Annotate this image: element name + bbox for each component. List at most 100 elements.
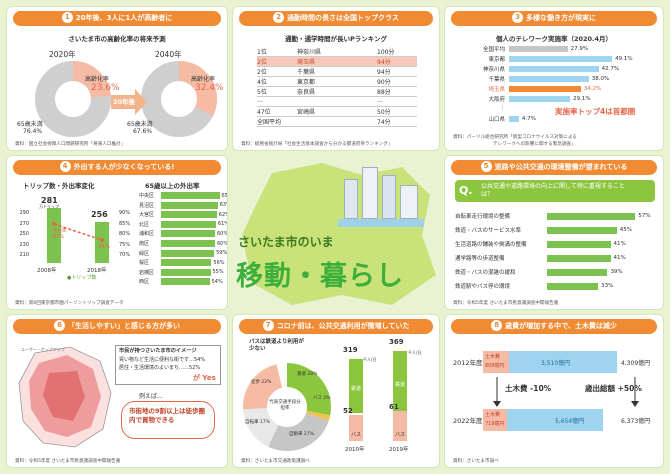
- bar: [161, 240, 215, 247]
- panel-header: 5 道路や公共交通の環境整備が望まれている: [451, 160, 657, 175]
- rate-line: [52, 222, 104, 242]
- bar-value: 5,654億円: [555, 418, 585, 425]
- list-item: 鉄道駅やバス停の環境 33%: [455, 282, 614, 290]
- panel-subtitle: さいたま市の高齢化率の将来予測: [68, 35, 166, 43]
- image-line: 買い物など生活に便利な街です…54%: [119, 357, 206, 363]
- list-item: 浦和区 60%: [139, 230, 228, 238]
- bar-value: 3,510億円: [541, 360, 571, 367]
- total-value: 6,373億円: [621, 418, 651, 425]
- x-label: 2008年: [37, 268, 57, 274]
- panel-telework: 3 多様な働き方が現実に 個人のテレワーク実施率（2020.4月） 全国平均 27.…: [444, 6, 664, 151]
- donut-2040: [141, 61, 217, 137]
- list-item: 鉄道・バスのサービス水準 45%: [455, 226, 632, 234]
- source-note: 資料：パーソル総合研究所「新型コロナウイルス対策による: [453, 135, 577, 140]
- callout: 実施率トップ4は首都圏: [555, 107, 636, 116]
- table-row: 47位 宮崎県 50分: [257, 107, 417, 117]
- civil-change: 土木費 -10%: [505, 384, 552, 393]
- aging-value: 23.632.4%: [195, 83, 224, 93]
- bar: [509, 56, 613, 62]
- chart-title: 65歳以上の外出率: [145, 182, 200, 190]
- bar: [161, 211, 217, 219]
- panel-header: 7 コロナ前は、公共交通利用が微増していた: [239, 319, 433, 334]
- aging-label: 高齢化率: [85, 76, 110, 83]
- bar-rail-2010: [349, 359, 363, 413]
- panel-header: 4 外出する人が少なくなっている!: [13, 160, 221, 175]
- modal-share-donut: [243, 363, 331, 451]
- ranking-table: 1位 神奈川県 100分 2位 埼玉県 94分 2位 千葉県 94分 4位 東京都 90分 5位…: [257, 47, 417, 127]
- bar-label: バス: [395, 432, 406, 438]
- source-note: 資料：令和5年度 さいたま市民意識調査中間報告書: [453, 301, 559, 306]
- source-note: 資料：総務省統計局「社会生活基本調査から分かる都道府県ランキング」: [241, 142, 393, 147]
- year-label: 2020年: [49, 50, 76, 59]
- table-row: 全国平均 74分: [257, 117, 417, 127]
- source-note: テレワークへの影響に関する緊急調査」: [493, 142, 576, 147]
- list-item: 桜区 56%: [139, 259, 225, 267]
- slice-label: 自転車 17%: [245, 420, 270, 425]
- panel-header: 2 通勤時間の長さは全国トップクラス: [239, 11, 433, 26]
- total-value: 4,309億円: [621, 360, 651, 367]
- bar: [547, 268, 608, 276]
- arrow-right-icon: [111, 89, 147, 115]
- question-text: 公共交通や道路環境の向上に関して特に重視することは？: [481, 183, 625, 198]
- bar: [161, 278, 210, 286]
- list-item: ⋮: [499, 105, 506, 111]
- panel-livability: 6 「生活しやすい」と感じる方が多い ユーザー・ポップアップ 市民が持つさいたま市…: [6, 314, 228, 468]
- slice-label: 自動車 27%: [289, 432, 314, 437]
- list-item: 全国平均 27.9%: [482, 46, 589, 53]
- total-change: 歳出総額 +50%: [585, 384, 642, 393]
- panel-road-survey: 5 道路や公共交通の環境整備が望まれている Q. 公共交通や道路環境の向上に関して…: [444, 155, 664, 310]
- panel-public-transport: 7 コロナ前は、公共交通利用が微増していた バスは鉄道より利用が少ない 代表交通手…: [232, 314, 440, 468]
- bar: [547, 226, 617, 234]
- panel-header: 8 歳費が増加する中で、土木費は減少: [451, 319, 657, 334]
- value-2008: 281: [41, 196, 58, 205]
- bar: [547, 240, 611, 248]
- rate-label: 外出率: [53, 229, 67, 234]
- center-title: 移動・暮らし: [236, 261, 404, 292]
- bar-label: 土木費: [485, 354, 501, 360]
- panel-header: 3 多様な働き方が現実に: [451, 11, 657, 26]
- x-label: 2018年: [87, 268, 107, 274]
- arrows-icon: [493, 377, 639, 407]
- unit-label: 千人/日: [408, 350, 422, 355]
- table-row: ……: [257, 97, 417, 107]
- bar-2018: [95, 222, 109, 263]
- under-value: 67.6%: [133, 128, 153, 135]
- year-label: 2022年度: [453, 417, 483, 425]
- bar-value: 808億円: [485, 363, 505, 369]
- source-note: 資料：令和5年度 さいたま市民意識調査中間報告書: [15, 459, 121, 464]
- question-box: [455, 180, 655, 202]
- table-row: 2位 千葉県 94分: [257, 67, 417, 77]
- source-note: 資料：国立社会保障人口問題研究所「将来人口推計」: [15, 142, 126, 147]
- bar-label: 土木費: [485, 412, 501, 418]
- list-item: 西区 54%: [139, 278, 223, 286]
- bar-other-2012: [509, 351, 617, 373]
- donut-2020: [35, 61, 111, 137]
- under-value: 76.4%: [23, 128, 43, 135]
- bar: [509, 46, 568, 52]
- bar-bus-2019: [393, 411, 407, 441]
- list-item: 北区 61%: [139, 220, 228, 228]
- bar-label: バス: [351, 432, 362, 438]
- list-item: 神奈川県 42.7%: [482, 66, 620, 73]
- chart-legend: ●トリップ数: [67, 275, 97, 281]
- bar: [161, 268, 211, 276]
- bar: [161, 201, 218, 209]
- year-label: 2040年: [155, 50, 182, 59]
- buildings-illustration: [334, 161, 430, 231]
- bar: [509, 76, 589, 82]
- bar-label: 鉄道: [395, 382, 406, 388]
- source-note: 資料：さいたま市交通政策課調べ: [241, 459, 310, 464]
- panel-commute: 2 通勤時間の長さは全国トップクラス 通勤・通学時間が長いPランキング 1位 神奈川…: [232, 6, 440, 151]
- rate-2018: 81%: [99, 244, 111, 250]
- bar: [161, 220, 216, 228]
- bar: [161, 259, 212, 267]
- bar: [509, 86, 581, 92]
- bar-civil-2012: [483, 351, 509, 373]
- value-label: 319: [343, 346, 358, 354]
- walking-area-map: [18, 346, 112, 448]
- table-row: 5位 奈良県 88分: [257, 87, 417, 97]
- image-box: [115, 345, 221, 385]
- bar-bus-2010: [349, 415, 363, 441]
- table-row: 1位 神奈川県 100分: [257, 47, 417, 57]
